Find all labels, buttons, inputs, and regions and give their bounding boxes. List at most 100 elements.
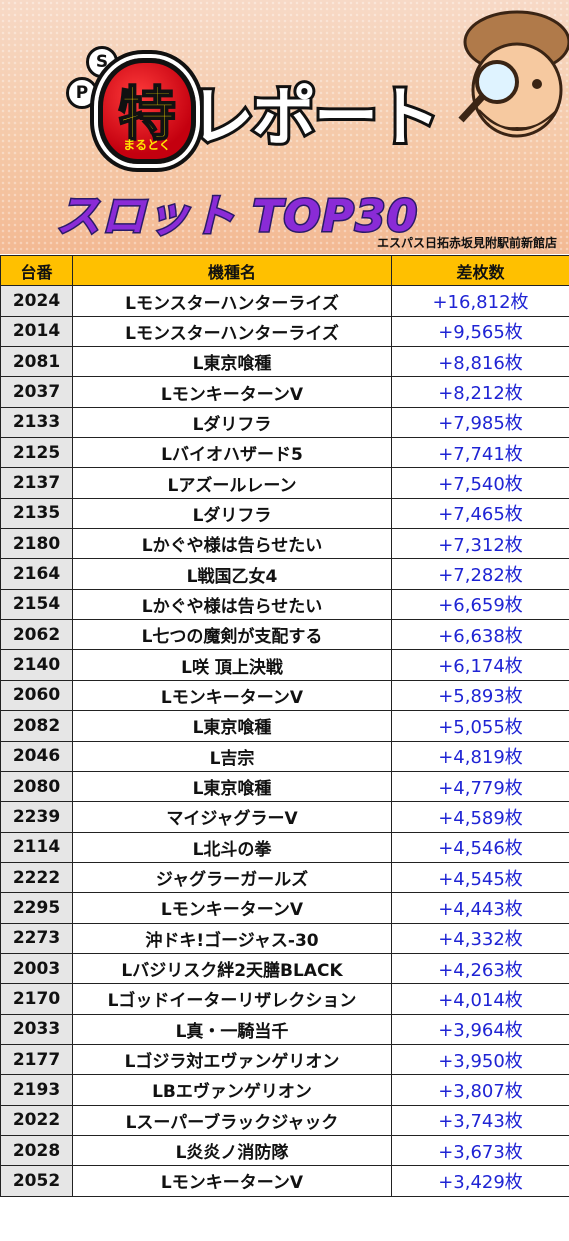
table-row: 2140 L咲 頂上決戦 +6,174枚 bbox=[0, 649, 569, 681]
difference-cell: +4,263枚 bbox=[391, 952, 569, 985]
difference-cell: +4,779枚 bbox=[391, 770, 569, 803]
table-row: 2081 L東京喰種 +8,816枚 bbox=[0, 346, 569, 378]
table-row: 2114 L北斗の拳 +4,546枚 bbox=[0, 831, 569, 863]
machine-number-cell: 2062 bbox=[0, 619, 73, 651]
machine-number-cell: 2082 bbox=[0, 710, 73, 742]
machine-name-cell: ジャグラーガールズ bbox=[72, 861, 392, 894]
machine-name-cell: LモンキーターンV bbox=[72, 376, 392, 408]
machine-name-cell: Lゴジラ対エヴァンゲリオン bbox=[72, 1043, 392, 1076]
table-row: 2193 LBエヴァンゲリオン +3,807枚 bbox=[0, 1074, 569, 1106]
difference-cell: +3,743枚 bbox=[391, 1104, 569, 1136]
table-row: 2125 Lバイオハザード5 +7,741枚 bbox=[0, 437, 569, 469]
table-row: 2273 沖ドキ!ゴージャス-30 +4,332枚 bbox=[0, 922, 569, 954]
machine-name-cell: LモンキーターンV bbox=[72, 892, 392, 924]
machine-name-cell: Lかぐや様は告らせたい bbox=[72, 528, 392, 560]
table-header-row: 台番 機種名 差枚数 bbox=[0, 254, 569, 287]
p-badge: P bbox=[66, 77, 98, 109]
difference-cell: +9,565枚 bbox=[391, 315, 569, 348]
difference-cell: +3,964枚 bbox=[391, 1013, 569, 1045]
machine-number-cell: 2014 bbox=[0, 315, 73, 348]
table-row: 2014 Lモンスターハンターライズ +9,565枚 bbox=[0, 315, 569, 348]
table-row: 2052 LモンキーターンV +3,429枚 bbox=[0, 1165, 569, 1197]
machine-name-cell: L咲 頂上決戦 bbox=[72, 649, 392, 681]
difference-cell: +6,659枚 bbox=[391, 588, 569, 621]
s-badge: S bbox=[86, 46, 118, 78]
machine-name-cell: Lダリフラ bbox=[72, 497, 392, 530]
difference-cell: +7,741枚 bbox=[391, 437, 569, 469]
machine-name-cell: L真・一騎当千 bbox=[72, 1013, 392, 1045]
difference-cell: +5,055枚 bbox=[391, 710, 569, 742]
difference-cell: +3,950枚 bbox=[391, 1043, 569, 1076]
machine-name-cell: Lモンスターハンターライズ bbox=[72, 285, 392, 317]
machine-name-cell: Lバイオハザード5 bbox=[72, 437, 392, 469]
table-row: 2028 L炎炎ノ消防隊 +3,673枚 bbox=[0, 1134, 569, 1167]
machine-number-cell: 2193 bbox=[0, 1074, 73, 1106]
difference-cell: +4,014枚 bbox=[391, 983, 569, 1015]
machine-name-cell: Lバジリスク絆2天膳BLACK bbox=[72, 952, 392, 985]
machine-name-cell: Lスーパーブラックジャック bbox=[72, 1104, 392, 1136]
table-row: 2154 Lかぐや様は告らせたい +6,659枚 bbox=[0, 588, 569, 621]
machine-number-cell: 2222 bbox=[0, 861, 73, 894]
table-row: 2164 L戦国乙女4 +7,282枚 bbox=[0, 558, 569, 590]
difference-cell: +5,893枚 bbox=[391, 679, 569, 712]
table-row: 2062 L七つの魔剣が支配する +6,638枚 bbox=[0, 619, 569, 651]
report-banner: S P 特 まるとく レポート スロット TOP30 エスパス日拓赤坂見附駅前新… bbox=[0, 0, 569, 254]
machine-number-cell: 2052 bbox=[0, 1165, 73, 1197]
table-row: 2222 ジャグラーガールズ +4,545枚 bbox=[0, 861, 569, 894]
machine-name-cell: L吉宗 bbox=[72, 740, 392, 772]
header-machine-number: 台番 bbox=[0, 254, 73, 287]
machine-number-cell: 2060 bbox=[0, 679, 73, 712]
machine-name-cell: LモンキーターンV bbox=[72, 1165, 392, 1197]
difference-cell: +4,589枚 bbox=[391, 801, 569, 833]
machine-number-cell: 2125 bbox=[0, 437, 73, 469]
machine-number-cell: 2080 bbox=[0, 770, 73, 803]
difference-cell: +3,673枚 bbox=[391, 1134, 569, 1167]
report-title: レポート bbox=[187, 78, 443, 158]
difference-cell: +4,546枚 bbox=[391, 831, 569, 863]
machine-name-cell: L七つの魔剣が支配する bbox=[72, 619, 392, 651]
table-row: 2024 Lモンスターハンターライズ +16,812枚 bbox=[0, 285, 569, 317]
difference-cell: +3,429枚 bbox=[391, 1165, 569, 1197]
difference-cell: +8,816枚 bbox=[391, 346, 569, 378]
header-machine-name: 機種名 bbox=[72, 254, 392, 287]
machine-name-cell: LBエヴァンゲリオン bbox=[72, 1074, 392, 1106]
difference-cell: +7,282枚 bbox=[391, 558, 569, 590]
machine-number-cell: 2295 bbox=[0, 892, 73, 924]
table-row: 2022 Lスーパーブラックジャック +3,743枚 bbox=[0, 1104, 569, 1136]
table-row: 2170 Lゴッドイーターリザレクション +4,014枚 bbox=[0, 983, 569, 1015]
difference-cell: +7,540枚 bbox=[391, 467, 569, 499]
difference-cell: +7,465枚 bbox=[391, 497, 569, 530]
machine-number-cell: 2046 bbox=[0, 740, 73, 772]
machine-name-cell: LモンキーターンV bbox=[72, 679, 392, 712]
machine-number-cell: 2170 bbox=[0, 983, 73, 1015]
machine-number-cell: 2114 bbox=[0, 831, 73, 863]
machine-name-cell: L東京喰種 bbox=[72, 346, 392, 378]
machine-number-cell: 2081 bbox=[0, 346, 73, 378]
difference-cell: +8,212枚 bbox=[391, 376, 569, 408]
table-row: 2033 L真・一騎当千 +3,964枚 bbox=[0, 1013, 569, 1045]
machine-number-cell: 2037 bbox=[0, 376, 73, 408]
machine-number-cell: 2133 bbox=[0, 406, 73, 439]
table-row: 2137 Lアズールレーン +7,540枚 bbox=[0, 467, 569, 499]
machine-number-cell: 2003 bbox=[0, 952, 73, 985]
difference-cell: +7,985枚 bbox=[391, 406, 569, 439]
toku-logo-char: 特 bbox=[117, 79, 177, 149]
toku-logo: 特 まるとく bbox=[98, 58, 196, 164]
machine-number-cell: 2028 bbox=[0, 1134, 73, 1167]
machine-number-cell: 2164 bbox=[0, 558, 73, 590]
difference-cell: +4,819枚 bbox=[391, 740, 569, 772]
machine-name-cell: 沖ドキ!ゴージャス-30 bbox=[72, 922, 392, 954]
table-row: 2180 Lかぐや様は告らせたい +7,312枚 bbox=[0, 528, 569, 560]
machine-name-cell: L東京喰種 bbox=[72, 710, 392, 742]
machine-name-cell: マイジャグラーV bbox=[72, 801, 392, 833]
machine-name-cell: Lモンスターハンターライズ bbox=[72, 315, 392, 348]
toku-logo-sub: まるとく bbox=[123, 138, 171, 152]
table-row: 2003 Lバジリスク絆2天膳BLACK +4,263枚 bbox=[0, 952, 569, 985]
machine-number-cell: 2239 bbox=[0, 801, 73, 833]
table-row: 2177 Lゴジラ対エヴァンゲリオン +3,950枚 bbox=[0, 1043, 569, 1076]
table-row: 2037 LモンキーターンV +8,212枚 bbox=[0, 376, 569, 408]
difference-cell: +3,807枚 bbox=[391, 1074, 569, 1106]
machine-name-cell: Lかぐや様は告らせたい bbox=[72, 588, 392, 621]
detective-character-icon bbox=[458, 10, 569, 138]
difference-cell: +16,812枚 bbox=[391, 285, 569, 317]
